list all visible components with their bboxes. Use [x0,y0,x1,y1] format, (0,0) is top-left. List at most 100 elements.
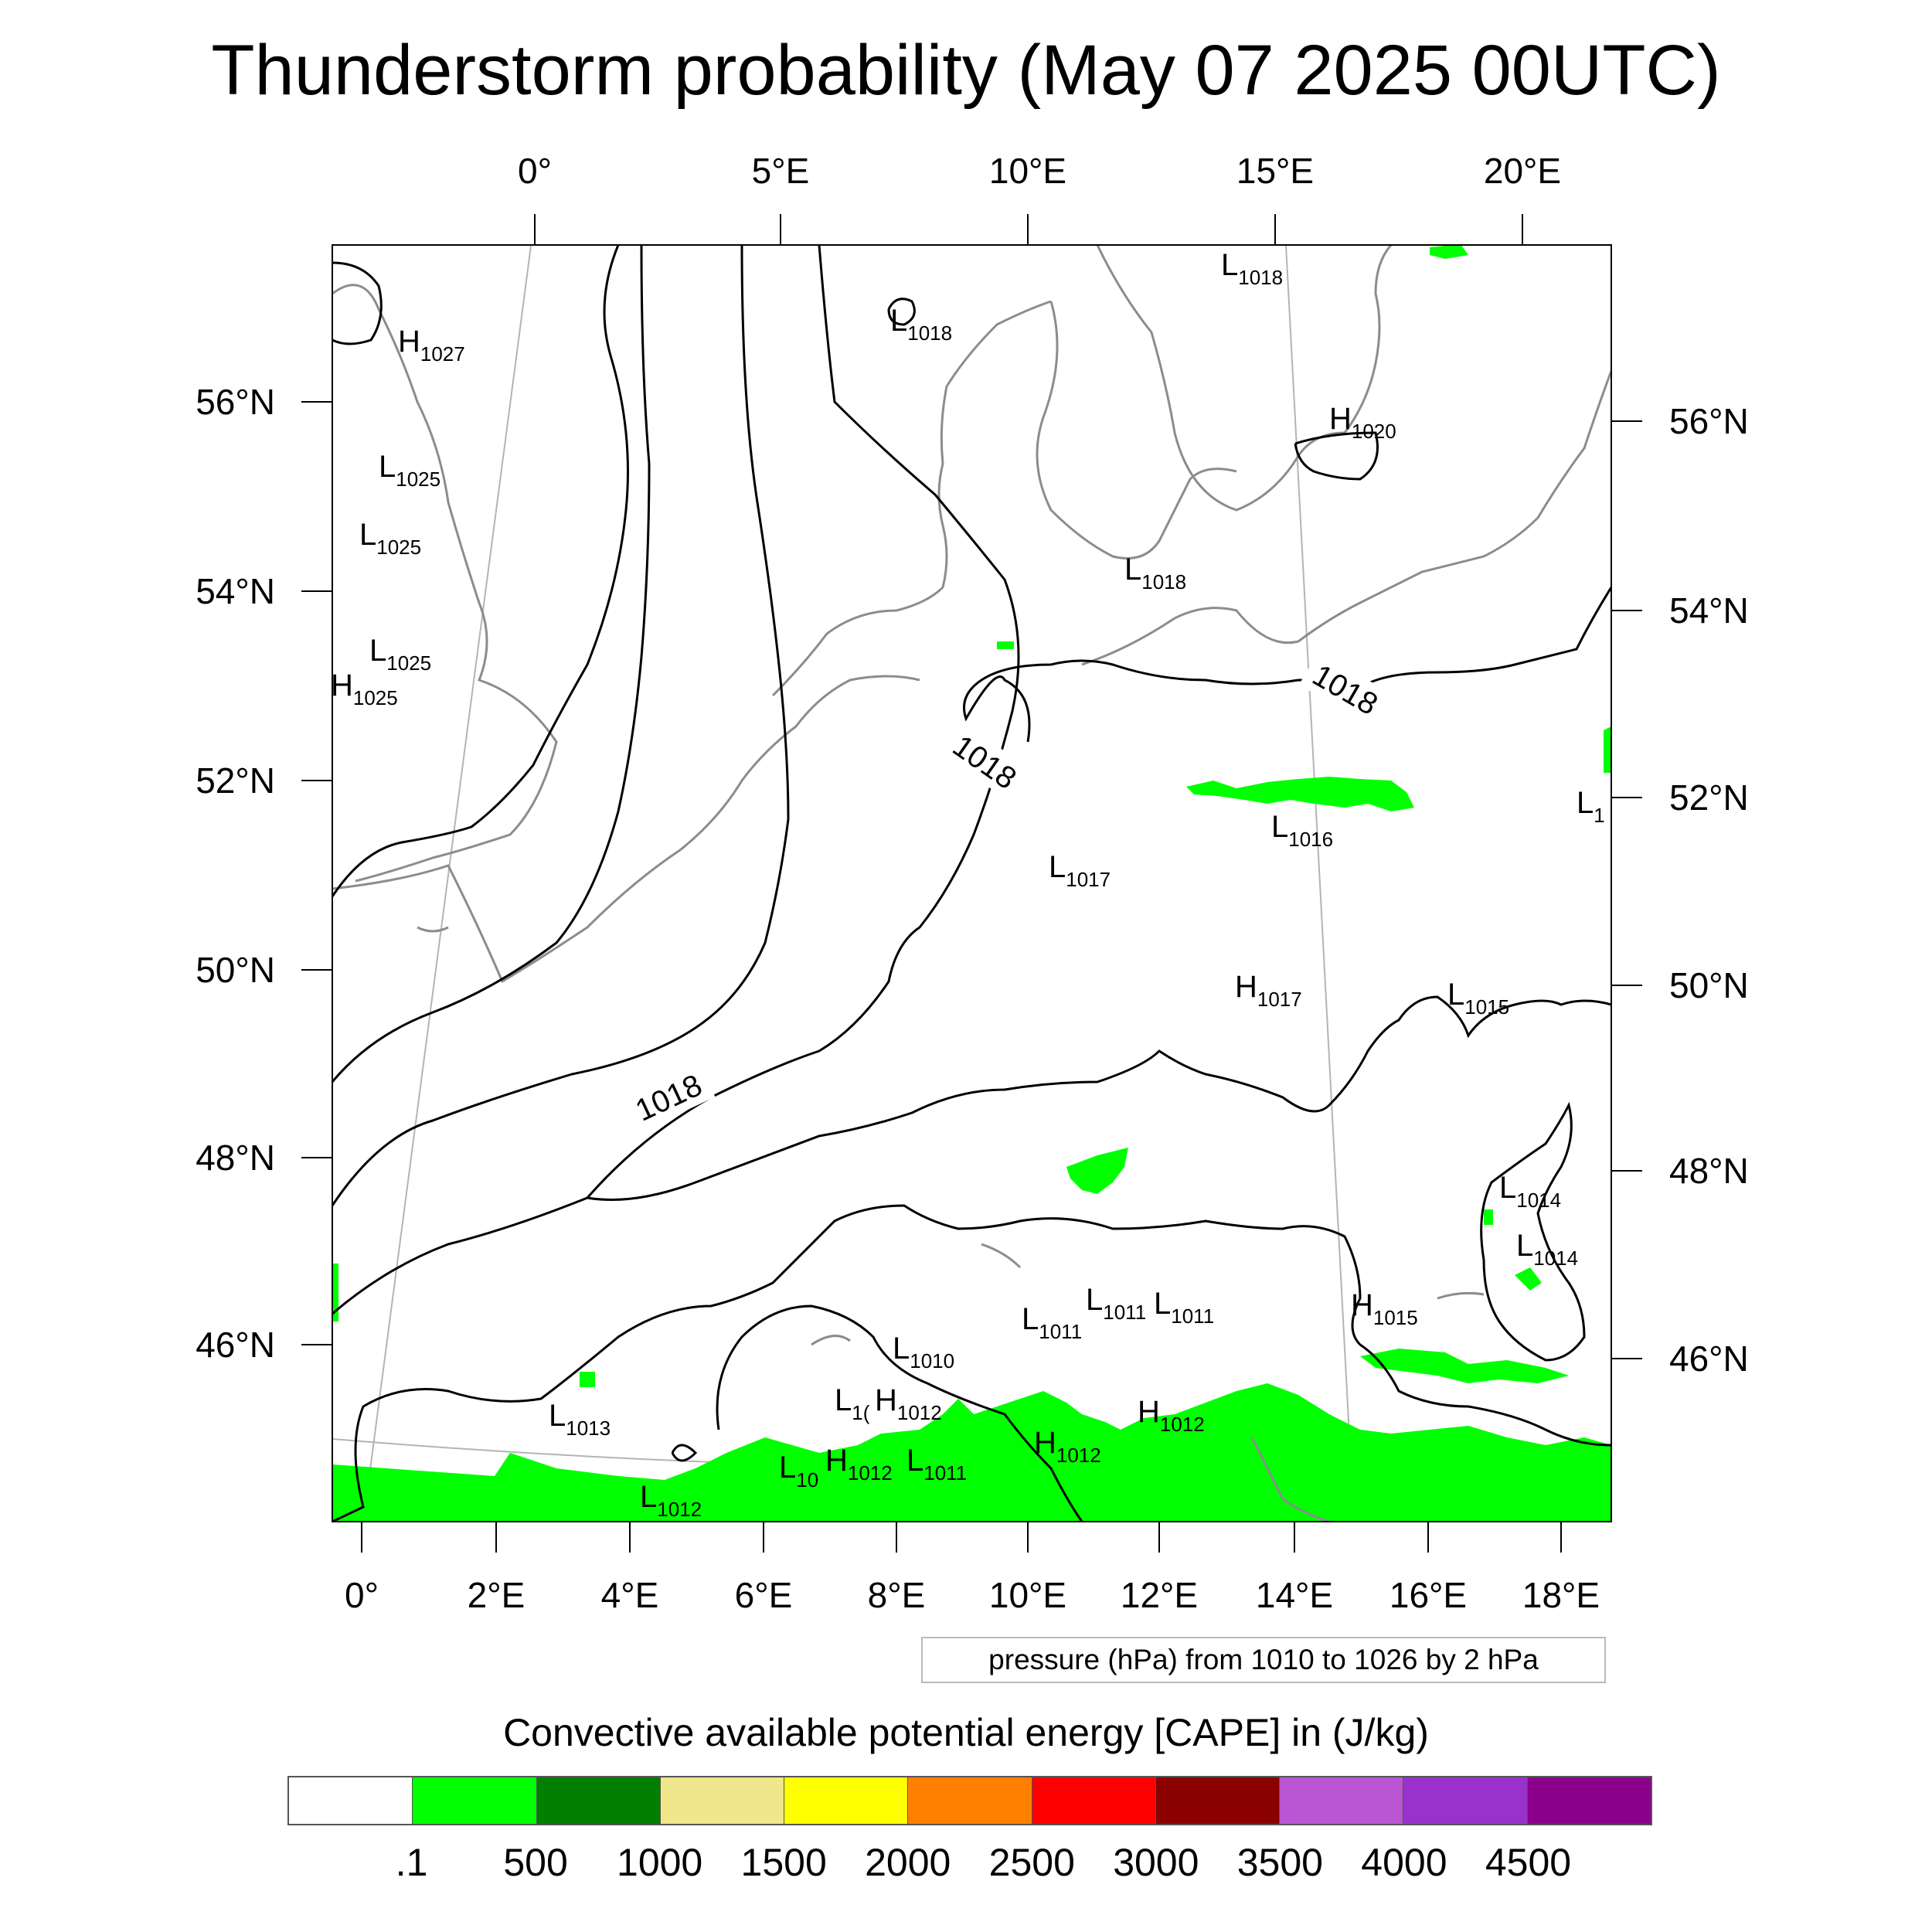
left-axis-label: 46°N [196,1325,275,1365]
center-value: 1012 [657,1498,702,1521]
colorbar-swatch [1403,1777,1528,1824]
svg-text:H1025: H1025 [331,668,398,709]
svg-text:H1012: H1012 [875,1383,942,1424]
svg-text:L1013: L1013 [549,1399,611,1440]
svg-text:L1016: L1016 [1271,810,1333,851]
colorbar-swatch [1527,1777,1651,1824]
colorbar-title: Convective available potential energy [C… [503,1711,1429,1754]
top-axis-label: 20°E [1484,151,1561,191]
bottom-axis-label: 0° [345,1575,379,1615]
center-letter: H [1034,1426,1056,1460]
center-letter: L [359,518,376,552]
svg-text:H1020: H1020 [1329,402,1396,443]
center-letter: L [1221,248,1238,282]
coast-britain-east [332,284,558,883]
center-value: 1025 [376,536,421,559]
colorbar-tick-label: 3000 [1113,1841,1199,1884]
cape-area-dot-3 [580,1372,595,1387]
svg-text:L1025: L1025 [379,450,440,491]
colorbar-swatch [1155,1777,1281,1824]
svg-text:L1011: L1011 [1022,1302,1082,1343]
map-frame [332,244,1612,1522]
center-value: 1025 [353,686,398,709]
svg-text:H1012: H1012 [1034,1426,1101,1467]
chart-title: Thunderstorm probability (May 07 2025 00… [211,31,1721,110]
center-letter: L [1154,1287,1171,1321]
left-axis-label: 54°N [196,571,275,611]
svg-text:L1018: L1018 [1124,553,1186,594]
isobar-3 [332,245,790,1206]
center-letter: L [1022,1302,1039,1336]
isobar-8-loop [716,1304,1083,1522]
colorbar-tick-label: 2500 [988,1841,1075,1884]
center-letter: L [1447,978,1464,1012]
center-value: 1027 [420,342,465,366]
svg-text:L1017: L1017 [1049,850,1111,891]
center-value: 1( [852,1401,869,1424]
colorbar-tick-label: 4000 [1361,1841,1447,1884]
center-letter: L [890,304,907,338]
bottom-axis-label: 4°E [601,1575,659,1615]
isobar-9-east [1480,1101,1586,1362]
top-axis-label: 15°E [1236,151,1314,191]
svg-text:L1011: L1011 [906,1444,967,1485]
colorbar-tick-label: 2000 [865,1841,951,1884]
center-value: 1025 [396,468,440,491]
center-letter: L [893,1332,910,1366]
center-letter: H [1138,1395,1160,1429]
svg-text:L1(: L1( [835,1383,870,1424]
cape-area-north [1430,245,1468,259]
isobar-label-group-2: 1018 [1298,651,1393,728]
center-value: 1015 [1373,1306,1418,1329]
colorbar-tick-label: .1 [395,1841,428,1884]
isobar-1 [332,245,629,897]
center-letter: L [640,1480,657,1514]
center-value: 1017 [1066,868,1111,891]
cape-area-poland [1186,777,1414,811]
coast-sweden [1096,245,1393,512]
center-value: 1011 [1171,1304,1214,1328]
colorbar-tick-label: 500 [503,1841,568,1884]
svg-text:L1014: L1014 [1499,1171,1561,1212]
left-axis-label: 50°N [196,950,275,990]
cape-area-dot-4 [1484,1209,1493,1225]
center-letter: H [1235,970,1257,1004]
colorbar-swatch [660,1777,785,1824]
center-value: 1 [1594,804,1604,827]
bottom-axis-label: 16°E [1389,1575,1467,1615]
center-value: 1011 [1103,1301,1146,1324]
center-value: 1012 [1056,1444,1101,1467]
svg-text:L1014: L1014 [1516,1229,1578,1270]
cape-shading [332,245,1611,1522]
colorbar-swatch [1280,1777,1404,1824]
colorbar-tick-label: 3500 [1236,1841,1323,1884]
coast-adriatic [1250,1437,1330,1522]
svg-text:L1010: L1010 [893,1332,954,1372]
cape-area-left-edge [332,1264,338,1321]
top-axis-label: 10°E [989,151,1066,191]
cape-area-right-edge [1604,726,1611,773]
bottom-axis-label: 6°E [735,1575,793,1615]
colorbar-tick-label: 4500 [1485,1841,1572,1884]
svg-text:L1011: L1011 [1086,1283,1146,1324]
colorbar-swatch [784,1777,909,1824]
center-value: 1012 [897,1401,942,1424]
cape-area-bavaria [1066,1148,1128,1194]
graticule [332,245,1611,1522]
svg-text:L1015: L1015 [1447,978,1509,1019]
center-value: 1017 [1257,988,1302,1011]
center-letter: H [825,1444,848,1478]
center-value: 1011 [1039,1320,1082,1343]
colorbar-swatch [908,1777,1032,1824]
right-axis-label: 56°N [1669,401,1749,441]
colorbar-swatch [1032,1777,1156,1824]
center-value: 1016 [1288,828,1333,851]
colorbar [287,1776,1652,1825]
center-letter: L [906,1444,923,1478]
svg-text:L1018: L1018 [1221,248,1283,289]
isobar-12-loop-south [671,1444,698,1462]
coast-france-north [332,675,920,984]
isobar-6 [587,995,1611,1201]
left-axis: 56°N 54°N 52°N 50°N 48°N 46°N [196,382,275,1365]
